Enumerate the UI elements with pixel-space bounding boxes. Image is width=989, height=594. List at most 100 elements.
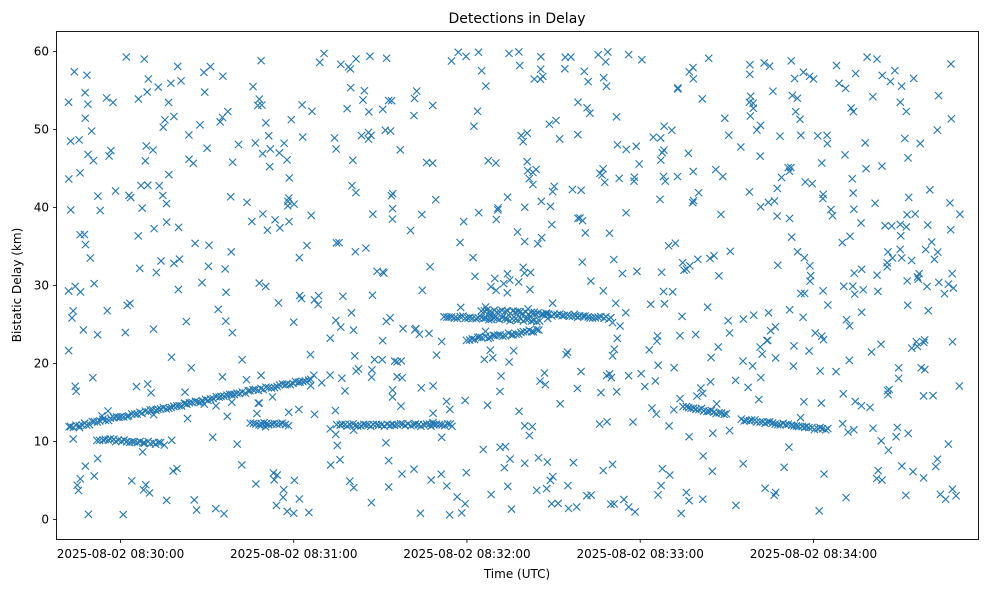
detection-point — [908, 467, 917, 476]
detection-point — [664, 241, 673, 250]
detection-point — [500, 463, 509, 472]
detection-point — [302, 241, 311, 250]
detection-point — [877, 340, 885, 349]
detection-point — [793, 247, 802, 256]
detection-point — [284, 194, 293, 203]
detection-point — [842, 493, 851, 502]
detection-point — [927, 238, 936, 247]
detection-point — [694, 188, 703, 197]
detection-point — [523, 157, 532, 166]
detection-point — [69, 306, 78, 315]
detection-point — [945, 198, 954, 207]
detection-point — [873, 287, 882, 296]
detection-point — [577, 186, 586, 195]
detection-point — [216, 392, 225, 401]
detection-point — [149, 146, 158, 155]
detection-point — [756, 373, 765, 382]
y-tick-label: 40 — [34, 201, 49, 215]
detection-point — [835, 79, 844, 88]
detection-point — [198, 278, 206, 287]
detection-point — [105, 151, 114, 160]
detection-point — [946, 59, 955, 68]
x-tick-label: 2025-08-02 08:32:00 — [403, 547, 530, 561]
detection-point — [473, 107, 482, 116]
detection-point — [204, 262, 213, 271]
detection-point — [689, 196, 698, 205]
detection-point — [393, 357, 402, 366]
detection-point — [556, 399, 565, 408]
detection-point — [264, 420, 273, 429]
detection-point — [162, 404, 171, 413]
detection-point — [270, 475, 279, 484]
detection-point — [752, 417, 761, 426]
detection-point — [745, 60, 754, 69]
detection-point — [704, 54, 713, 63]
detection-point — [331, 316, 340, 325]
detection-point — [724, 316, 733, 325]
detection-point — [498, 332, 507, 341]
detection-point — [656, 156, 665, 165]
detection-point — [710, 251, 719, 260]
detection-point — [765, 417, 774, 426]
detection-point — [738, 357, 747, 366]
detection-point — [622, 208, 631, 217]
detection-point — [582, 491, 591, 500]
detection-point — [665, 471, 674, 480]
detection-point — [167, 436, 176, 445]
detection-point — [849, 189, 858, 198]
detection-point — [594, 50, 603, 59]
detection-point — [317, 378, 326, 387]
detection-point — [469, 253, 478, 262]
detection-point — [521, 315, 530, 324]
detection-point — [82, 421, 91, 430]
detection-point — [81, 114, 90, 123]
detection-point — [816, 423, 825, 432]
detection-point — [101, 416, 110, 425]
detection-point — [537, 197, 546, 206]
detection-point — [428, 101, 437, 110]
detection-point — [258, 209, 267, 218]
detection-point — [381, 438, 390, 447]
detection-point — [649, 133, 658, 142]
detection-point — [933, 248, 942, 257]
detection-point — [427, 476, 436, 485]
detection-point — [503, 193, 512, 202]
detection-point — [418, 286, 427, 295]
detection-point — [206, 394, 215, 403]
detection-point — [154, 438, 163, 447]
detection-point — [809, 75, 818, 84]
detection-point — [863, 53, 872, 62]
detection-point — [492, 286, 501, 295]
detection-point — [907, 344, 916, 353]
detection-point — [263, 226, 272, 235]
detection-point — [162, 496, 171, 505]
detection-point — [304, 376, 313, 385]
detection-point — [871, 199, 880, 208]
detection-point — [485, 308, 494, 317]
detection-point — [920, 335, 929, 344]
detection-point — [904, 153, 913, 162]
detection-point — [907, 256, 916, 265]
detection-point — [799, 313, 808, 322]
detection-point — [850, 269, 859, 278]
detection-point — [583, 103, 592, 112]
detection-point — [493, 308, 501, 317]
detection-point — [272, 501, 281, 510]
detection-point — [227, 398, 236, 407]
detection-point — [397, 470, 406, 478]
detection-point — [208, 433, 217, 442]
detection-point — [682, 402, 691, 411]
detection-point — [859, 285, 868, 294]
detection-point — [254, 399, 263, 408]
detection-point — [71, 382, 80, 391]
detection-point — [351, 188, 360, 197]
detection-point — [563, 348, 572, 357]
detection-point — [761, 419, 770, 428]
detection-point — [789, 341, 798, 350]
detection-point — [684, 149, 693, 158]
detection-point — [507, 505, 516, 514]
detection-point — [657, 481, 666, 490]
detection-point — [360, 86, 369, 95]
detection-point — [88, 373, 97, 382]
detection-point — [698, 495, 707, 504]
